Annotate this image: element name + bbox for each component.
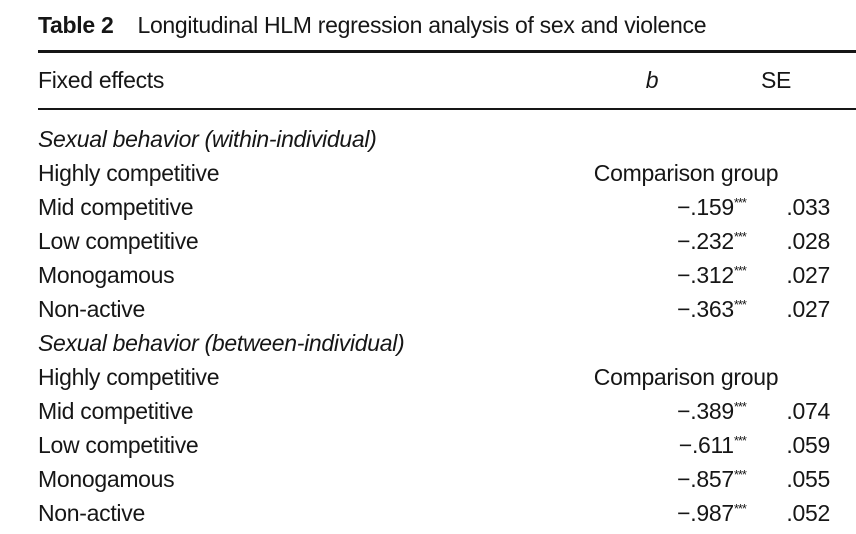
significance-stars: *** [733,432,747,448]
b-value: −.857*** [586,465,747,493]
se-value: .027 [786,261,830,288]
se-value: .059 [786,431,830,458]
column-header-se: SE [760,67,792,93]
significance-stars: *** [733,194,747,210]
row-label: Non-active [38,295,145,322]
b-value: −.159*** [586,193,747,221]
table-row: Mid competitive −.159*** .033 [38,190,856,224]
b-number: −.987 [677,499,734,526]
comparison-group-cell: Comparison group [593,363,779,390]
se-value: .052 [786,499,830,526]
significance-stars: *** [733,228,747,244]
b-number: −.232 [677,227,734,254]
section-header-row: Sexual behavior (within-individual) [38,122,856,156]
table-caption-text: Longitudinal HLM regression analysis of … [137,11,707,38]
b-number: −.159 [677,193,734,220]
table-row: Mid competitive −.389*** .074 [38,394,856,428]
b-value: −.363*** [586,295,747,323]
b-value: −.312*** [586,261,747,289]
section-header-between: Sexual behavior (between-individual) [38,329,405,356]
se-value: .028 [786,227,830,254]
se-value: .074 [786,397,830,424]
section-header-row: Sexual behavior (between-individual) [38,326,856,360]
row-label: Non-active [38,499,145,526]
significance-stars: *** [733,466,747,482]
column-header-b: b [645,67,659,93]
table-header-row: Fixed effects b SE [38,53,856,108]
row-label: Mid competitive [38,193,194,220]
b-number: −.363 [677,295,734,322]
row-label: Monogamous [38,261,175,288]
comparison-group-cell: Comparison group [593,159,779,186]
b-number: −.312 [677,261,734,288]
table-caption-label: Table 2 [38,11,114,38]
table-row: Low competitive −.611*** .059 [38,428,856,462]
table-row: Monogamous −.312*** .027 [38,258,856,292]
significance-stars: *** [733,398,747,414]
row-label: Mid competitive [38,397,194,424]
row-label: Monogamous [38,465,175,492]
table-body: Sexual behavior (within-individual) High… [38,110,856,530]
table-row: Monogamous −.857*** .055 [38,462,856,496]
table-row: Low competitive −.232*** .028 [38,224,856,258]
significance-stars: *** [733,500,747,516]
table-row: Non-active −.987*** .052 [38,496,856,530]
b-number: −.857 [677,465,734,492]
se-value: .027 [786,295,830,322]
row-label: Low competitive [38,431,199,458]
row-label: Highly competitive [38,159,220,186]
b-number: −.389 [677,397,734,424]
row-label: Highly competitive [38,363,220,390]
row-label: Low competitive [38,227,199,254]
column-header-fixed-effects: Fixed effects [38,67,165,93]
se-value: .055 [786,465,830,492]
b-value: −.987*** [586,499,747,527]
significance-stars: *** [733,296,747,312]
header-rule [38,108,856,110]
table-caption: Table 2 Longitudinal HLM regression anal… [38,0,856,50]
top-rule [38,50,856,53]
table-row: Non-active −.363*** .027 [38,292,856,326]
section-header-within: Sexual behavior (within-individual) [38,125,377,152]
b-value: −.389*** [586,397,747,425]
table-row: Highly competitive Comparison group [38,360,856,394]
se-value: .033 [786,193,830,220]
table-row: Highly competitive Comparison group [38,156,856,190]
b-value: −.611*** [586,431,747,459]
significance-stars: *** [733,262,747,278]
b-value: −.232*** [586,227,747,255]
b-number: −.611 [678,431,734,458]
